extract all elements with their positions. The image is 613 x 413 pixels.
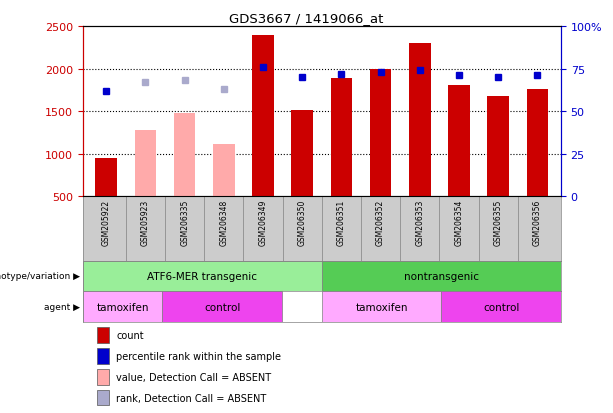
Text: GSM206355: GSM206355	[493, 199, 503, 245]
Text: control: control	[483, 302, 519, 312]
Text: GDS3667 / 1419066_at: GDS3667 / 1419066_at	[229, 12, 384, 25]
Bar	[527, 90, 548, 197]
Bar	[83, 261, 322, 292]
Bar	[96, 159, 117, 197]
Text: count: count	[116, 330, 144, 340]
Text: value, Detection Call = ABSENT: value, Detection Call = ABSENT	[116, 372, 272, 382]
Text: nontransgenic: nontransgenic	[404, 271, 479, 281]
Bar	[97, 369, 109, 385]
Bar	[291, 111, 313, 197]
Text: GSM206351: GSM206351	[337, 199, 346, 245]
Bar	[370, 69, 391, 197]
Text: GSM206350: GSM206350	[298, 199, 306, 245]
Text: GSM205922: GSM205922	[102, 199, 111, 245]
Text: GSM206352: GSM206352	[376, 199, 385, 245]
Bar	[174, 114, 196, 197]
Bar	[330, 79, 352, 197]
Bar	[409, 44, 430, 197]
Bar	[322, 292, 441, 322]
Bar	[135, 131, 156, 197]
Bar	[162, 292, 282, 322]
Bar	[253, 36, 274, 197]
Bar	[97, 390, 109, 406]
Text: GSM206349: GSM206349	[259, 199, 267, 245]
Text: ATF6-MER transgenic: ATF6-MER transgenic	[147, 271, 257, 281]
Text: control: control	[204, 302, 240, 312]
Text: GSM206353: GSM206353	[415, 199, 424, 245]
Text: tamoxifen: tamoxifen	[356, 302, 408, 312]
Text: GSM206348: GSM206348	[219, 199, 229, 245]
Text: genotype/variation ▶: genotype/variation ▶	[0, 272, 80, 281]
Bar	[441, 292, 561, 322]
Text: GSM205923: GSM205923	[141, 199, 150, 245]
Bar	[97, 348, 109, 364]
Bar	[322, 261, 561, 292]
Bar	[213, 144, 235, 197]
Bar	[487, 97, 509, 197]
Text: GSM206335: GSM206335	[180, 199, 189, 245]
Bar	[448, 85, 470, 197]
Bar	[97, 328, 109, 343]
Text: GSM206356: GSM206356	[533, 199, 542, 245]
Text: rank, Detection Call = ABSENT: rank, Detection Call = ABSENT	[116, 393, 267, 403]
Text: percentile rank within the sample: percentile rank within the sample	[116, 351, 281, 361]
Text: GSM206354: GSM206354	[454, 199, 463, 245]
Text: tamoxifen: tamoxifen	[96, 302, 149, 312]
Text: agent ▶: agent ▶	[44, 302, 80, 311]
Bar	[83, 292, 162, 322]
